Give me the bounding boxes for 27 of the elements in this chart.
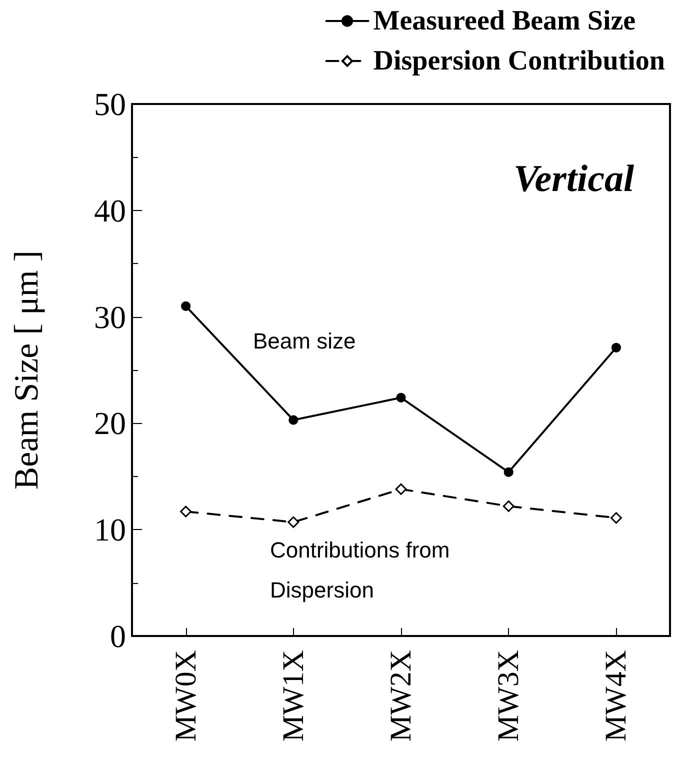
y-axis-title: Beam Size [ μm ]	[8, 250, 46, 490]
point	[396, 392, 406, 402]
x-tick-label: MW0X	[169, 650, 202, 742]
y-tick-label: 40	[94, 192, 126, 228]
point	[611, 342, 621, 352]
annotation: Beam size	[253, 328, 356, 354]
point	[288, 415, 298, 425]
legend-label: Dispersion Contribution	[373, 46, 666, 76]
annotation: Contributions from Dispersion	[270, 538, 450, 602]
legend-label: Measureed Beam Size	[373, 6, 636, 36]
point	[502, 500, 514, 512]
y-tick-label: 30	[94, 298, 126, 335]
y-tick-label: 20	[94, 405, 126, 442]
point	[180, 506, 192, 518]
x-tick-label: MW3X	[492, 650, 526, 742]
x-tick-label: MW4X	[600, 650, 633, 742]
point	[504, 467, 514, 477]
x-tick-label: MW2X	[384, 650, 418, 742]
y-tick-label: 50	[94, 86, 126, 122]
point	[395, 483, 407, 495]
point	[610, 512, 622, 524]
y-tick-label: 0	[110, 618, 126, 654]
point	[288, 516, 300, 528]
point	[181, 301, 191, 311]
x-tick-label: MW1X	[276, 650, 310, 742]
annotation: Vertical	[514, 158, 634, 200]
y-tick-label: 10	[94, 512, 126, 548]
